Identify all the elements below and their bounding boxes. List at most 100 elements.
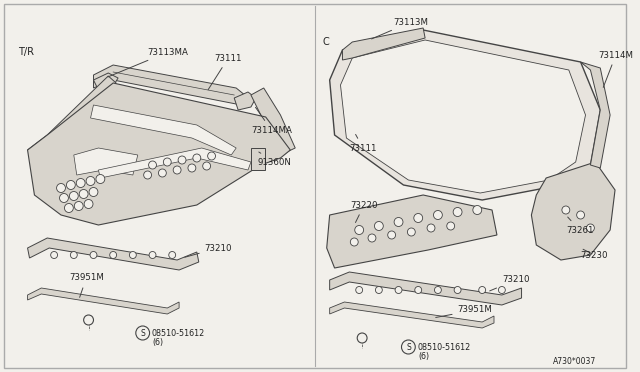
Circle shape (355, 225, 364, 234)
Text: 73210: 73210 (185, 244, 232, 257)
Circle shape (394, 218, 403, 227)
FancyBboxPatch shape (4, 4, 626, 368)
Circle shape (435, 286, 442, 294)
Circle shape (203, 162, 211, 170)
Text: 73220: 73220 (350, 201, 378, 222)
Text: 73114MA: 73114MA (251, 107, 292, 135)
Circle shape (84, 315, 93, 325)
Text: A730*0037: A730*0037 (553, 357, 596, 366)
Circle shape (169, 251, 175, 259)
Polygon shape (342, 28, 425, 60)
Circle shape (562, 206, 570, 214)
Circle shape (453, 208, 462, 217)
Text: 73113MA: 73113MA (108, 48, 189, 77)
Circle shape (499, 286, 506, 294)
Polygon shape (28, 238, 199, 270)
Text: 73261: 73261 (566, 217, 593, 234)
Circle shape (473, 205, 482, 215)
Circle shape (148, 161, 156, 169)
Text: 73210: 73210 (490, 276, 529, 291)
Circle shape (357, 333, 367, 343)
Polygon shape (330, 272, 522, 305)
Circle shape (129, 251, 136, 259)
Text: 73113M: 73113M (372, 17, 429, 39)
Circle shape (414, 214, 422, 222)
Text: 73951M: 73951M (436, 305, 492, 317)
Text: T/R: T/R (18, 47, 34, 57)
Text: 08510-51612: 08510-51612 (152, 328, 205, 337)
Circle shape (136, 326, 150, 340)
Circle shape (86, 176, 95, 186)
Circle shape (374, 221, 383, 231)
Circle shape (356, 286, 363, 294)
Circle shape (368, 234, 376, 242)
Circle shape (67, 180, 76, 189)
Text: 73111: 73111 (208, 54, 242, 90)
Text: C: C (323, 37, 330, 47)
Circle shape (89, 187, 98, 196)
Circle shape (159, 169, 166, 177)
Circle shape (76, 179, 85, 187)
Text: (6): (6) (418, 353, 429, 362)
Circle shape (188, 164, 196, 172)
Polygon shape (330, 302, 494, 328)
Circle shape (207, 152, 216, 160)
Polygon shape (28, 83, 291, 225)
Circle shape (60, 193, 68, 202)
Polygon shape (93, 65, 251, 104)
Circle shape (69, 192, 78, 201)
Circle shape (427, 224, 435, 232)
Circle shape (74, 202, 83, 211)
Circle shape (143, 171, 152, 179)
Polygon shape (74, 148, 138, 175)
Circle shape (388, 231, 396, 239)
Circle shape (51, 251, 58, 259)
Text: 73111: 73111 (349, 134, 377, 153)
Circle shape (447, 222, 454, 230)
Circle shape (65, 203, 74, 212)
Circle shape (401, 340, 415, 354)
Text: 08510-51612: 08510-51612 (417, 343, 470, 352)
Polygon shape (234, 92, 256, 110)
Polygon shape (580, 62, 610, 168)
Polygon shape (251, 88, 295, 155)
Text: S: S (140, 328, 145, 337)
Text: 91360N: 91360N (258, 152, 292, 167)
Circle shape (84, 199, 93, 208)
Circle shape (149, 251, 156, 259)
Circle shape (350, 238, 358, 246)
Polygon shape (28, 288, 179, 314)
Polygon shape (531, 162, 615, 260)
Circle shape (376, 286, 382, 294)
Circle shape (415, 286, 422, 294)
Circle shape (395, 286, 402, 294)
Circle shape (56, 183, 65, 192)
Polygon shape (28, 76, 116, 157)
Circle shape (408, 228, 415, 236)
Circle shape (90, 251, 97, 259)
Circle shape (586, 224, 595, 232)
Circle shape (96, 174, 105, 183)
Text: (6): (6) (152, 339, 164, 347)
Text: 73114M: 73114M (598, 51, 634, 87)
Text: 73951M: 73951M (69, 273, 104, 297)
Circle shape (79, 189, 88, 199)
Circle shape (163, 158, 172, 166)
Circle shape (577, 211, 584, 219)
Text: 73230: 73230 (580, 249, 608, 260)
Circle shape (178, 156, 186, 164)
Circle shape (173, 166, 181, 174)
Polygon shape (330, 30, 600, 200)
Circle shape (454, 286, 461, 294)
Circle shape (193, 154, 201, 162)
Polygon shape (326, 195, 497, 268)
Polygon shape (90, 105, 236, 155)
FancyBboxPatch shape (251, 148, 265, 170)
Circle shape (433, 211, 442, 219)
Circle shape (70, 251, 77, 259)
Text: S: S (406, 343, 411, 352)
Polygon shape (99, 148, 251, 178)
Circle shape (109, 251, 116, 259)
Circle shape (479, 286, 486, 294)
Polygon shape (340, 40, 586, 193)
